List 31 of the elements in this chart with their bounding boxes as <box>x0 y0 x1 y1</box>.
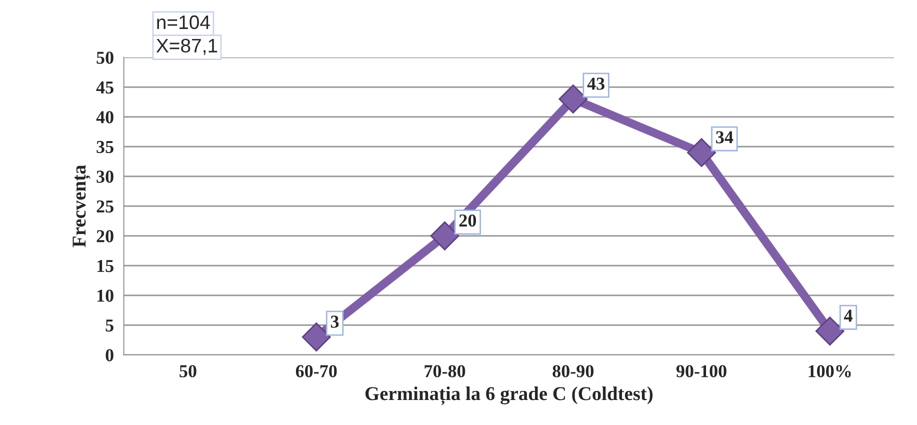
y-tick-label: 15 <box>97 260 114 272</box>
point <box>558 84 588 114</box>
y-axis-title: Frecvența <box>72 165 90 248</box>
y-tick-label: 25 <box>96 200 114 213</box>
text: n=104 <box>157 15 210 30</box>
y-tick-label: 20 <box>96 230 114 242</box>
x-tick-label: 50 <box>180 365 196 378</box>
point <box>815 316 844 346</box>
point <box>430 221 460 250</box>
y-tick-label: 0 <box>106 349 114 362</box>
y-tick-label: 45 <box>96 82 114 94</box>
x-tick-label: 100% <box>808 365 851 378</box>
x-tick-label: 90-100 <box>676 365 726 378</box>
x-axis-title: Germinația la 6 grade C (Coldtest) <box>365 386 653 405</box>
y-tick-label: 40 <box>96 111 114 124</box>
y-tick-label: 30 <box>96 170 114 183</box>
text: X=87,1 <box>156 38 218 55</box>
data-label: 34 <box>716 131 734 144</box>
data-label: 43 <box>587 78 604 90</box>
x-tick-label: 60-70 <box>296 365 337 378</box>
y-tick-label: 35 <box>96 140 114 154</box>
data-label: 20 <box>459 214 476 227</box>
y-tick-label: 5 <box>106 320 114 332</box>
point <box>687 138 716 168</box>
point <box>302 322 331 352</box>
y-tick-label: 50 <box>96 52 114 64</box>
x-tick-label: 80-90 <box>552 365 594 378</box>
x-tick-label: 70-80 <box>424 365 466 378</box>
data-label: 4 <box>844 310 852 322</box>
y-tick-label: 10 <box>97 290 114 302</box>
data-label: 3 <box>330 316 339 328</box>
